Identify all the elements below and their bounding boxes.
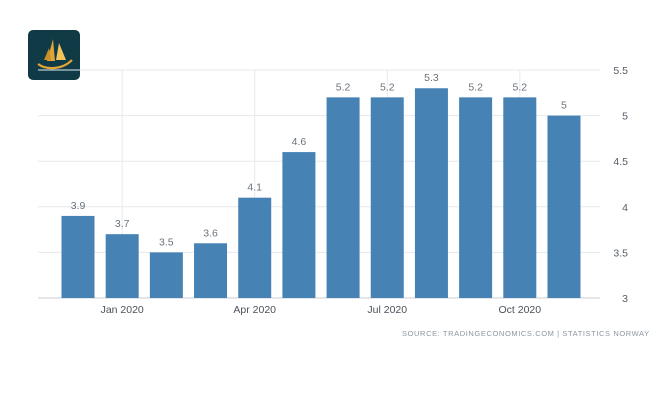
x-tick-label: Oct 2020 [498, 304, 541, 316]
y-tick-label: 4 [622, 202, 628, 214]
bar [61, 215, 95, 298]
bar [326, 97, 360, 298]
bar [414, 88, 448, 299]
bar-value-label: 3.7 [115, 218, 130, 230]
bar [149, 252, 183, 298]
x-tick-label: Jul 2020 [367, 304, 407, 316]
bar-value-label: 3.6 [203, 227, 218, 239]
bar-value-label: 5.3 [424, 72, 439, 84]
x-tick-label: Jan 2020 [101, 304, 144, 316]
bar-value-label: 4.6 [292, 136, 307, 148]
bar [503, 97, 537, 298]
bar [282, 152, 316, 298]
y-tick-label: 5.5 [613, 65, 628, 77]
brand-logo [28, 30, 80, 80]
bar-value-label: 5.2 [336, 81, 351, 93]
bar [547, 115, 581, 298]
y-tick-label: 5 [622, 111, 628, 123]
bar-value-label: 4.1 [247, 182, 262, 194]
x-tick-label: Apr 2020 [233, 304, 276, 316]
value-labels: 3.9 3.7 3.5 3.6 4.1 4.6 5.2 5.2 5.3 5.2 5.2 5 [71, 72, 567, 248]
bar-value-label: 5.2 [468, 81, 483, 93]
bar-value-label: 3.5 [159, 236, 174, 248]
sailboat-logo-icon [37, 39, 73, 71]
bar [105, 234, 139, 298]
y-tick-label: 3.5 [613, 247, 628, 259]
y-axis-ticks: 3 3.5 4 4.5 5 5.5 [613, 65, 628, 305]
bar-value-label: 5.2 [380, 81, 395, 93]
source-note: SOURCE: TRADINGECONOMICS.COM | STATISTIC… [402, 329, 650, 338]
bar [238, 197, 272, 298]
bars [61, 88, 581, 299]
bar [370, 97, 404, 298]
bar-value-label: 5 [561, 100, 567, 112]
bar [194, 243, 228, 298]
y-tick-label: 3 [622, 293, 628, 305]
y-tick-label: 4.5 [613, 156, 628, 168]
bar-value-label: 3.9 [71, 200, 86, 212]
bar-value-label: 5.2 [512, 81, 527, 93]
x-axis-ticks: Jan 2020 Apr 2020 Jul 2020 Oct 2020 [101, 304, 542, 316]
bar [459, 97, 493, 298]
